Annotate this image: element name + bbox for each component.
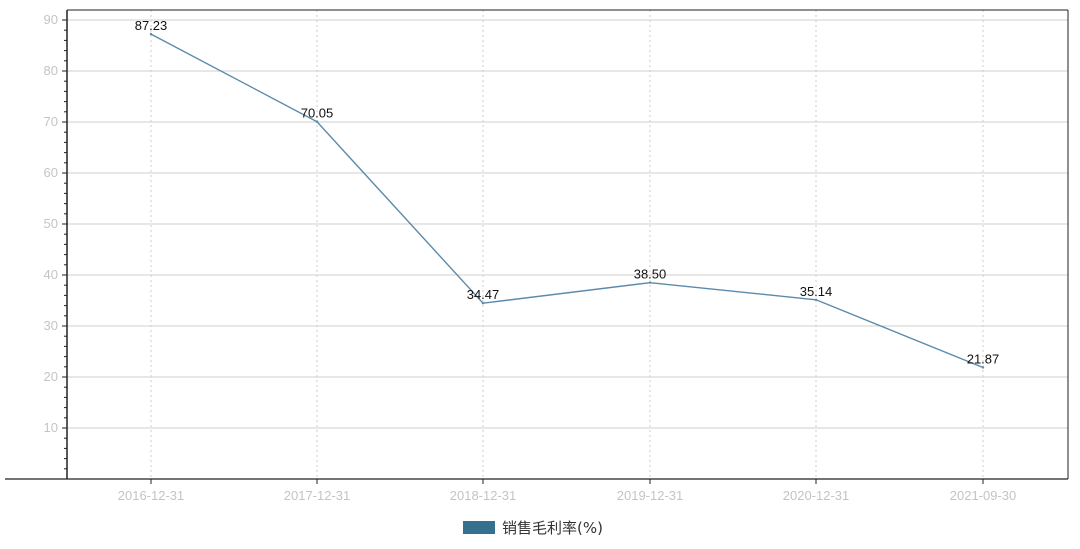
y-tick-label: 10 bbox=[44, 420, 58, 435]
y-tick-label: 70 bbox=[44, 114, 58, 129]
x-tick-label: 2021-09-30 bbox=[950, 488, 1017, 503]
data-label: 34.47 bbox=[467, 287, 500, 302]
data-label: 38.50 bbox=[634, 267, 667, 282]
y-tick-label: 20 bbox=[44, 369, 58, 384]
series-group bbox=[149, 32, 985, 369]
vertical-grid bbox=[150, 10, 984, 479]
data-point[interactable] bbox=[481, 302, 485, 305]
data-label: 21.87 bbox=[967, 351, 1000, 366]
y-tick-label: 60 bbox=[44, 165, 58, 180]
y-tick-label: 50 bbox=[44, 216, 58, 231]
data-point[interactable] bbox=[814, 298, 818, 301]
x-tick-label: 2020-12-31 bbox=[783, 488, 850, 503]
data-point[interactable] bbox=[981, 366, 985, 369]
x-tick-label: 2017-12-31 bbox=[284, 488, 351, 503]
data-point[interactable] bbox=[315, 120, 319, 123]
data-labels: 87.23 70.05 34.47 38.50 35.14 21.87 bbox=[135, 18, 1000, 366]
x-tick-label: 2016-12-31 bbox=[118, 488, 185, 503]
horizontal-grid bbox=[67, 19, 1068, 429]
x-tick-label: 2018-12-31 bbox=[450, 488, 517, 503]
data-label: 87.23 bbox=[135, 18, 168, 33]
y-tick-label: 90 bbox=[44, 12, 58, 27]
y-axis-ticks: 10 20 30 40 50 60 70 80 90 bbox=[44, 12, 67, 480]
data-label: 35.14 bbox=[800, 284, 833, 299]
legend[interactable]: 销售毛利率(%) bbox=[463, 519, 603, 537]
data-label: 70.05 bbox=[301, 106, 334, 121]
axes bbox=[5, 9, 1069, 480]
data-point[interactable] bbox=[648, 281, 652, 284]
x-axis-ticks: 2016-12-31 2017-12-31 2018-12-31 2019-12-31… bbox=[118, 479, 1017, 503]
y-tick-label: 30 bbox=[44, 318, 58, 333]
data-point[interactable] bbox=[149, 32, 153, 36]
series-line bbox=[150, 33, 984, 369]
legend-swatch[interactable] bbox=[463, 521, 495, 534]
y-tick-label: 40 bbox=[44, 267, 58, 282]
y-tick-label: 80 bbox=[44, 63, 58, 78]
legend-label[interactable]: 销售毛利率(%) bbox=[502, 519, 603, 537]
x-tick-label: 2019-12-31 bbox=[617, 488, 684, 503]
